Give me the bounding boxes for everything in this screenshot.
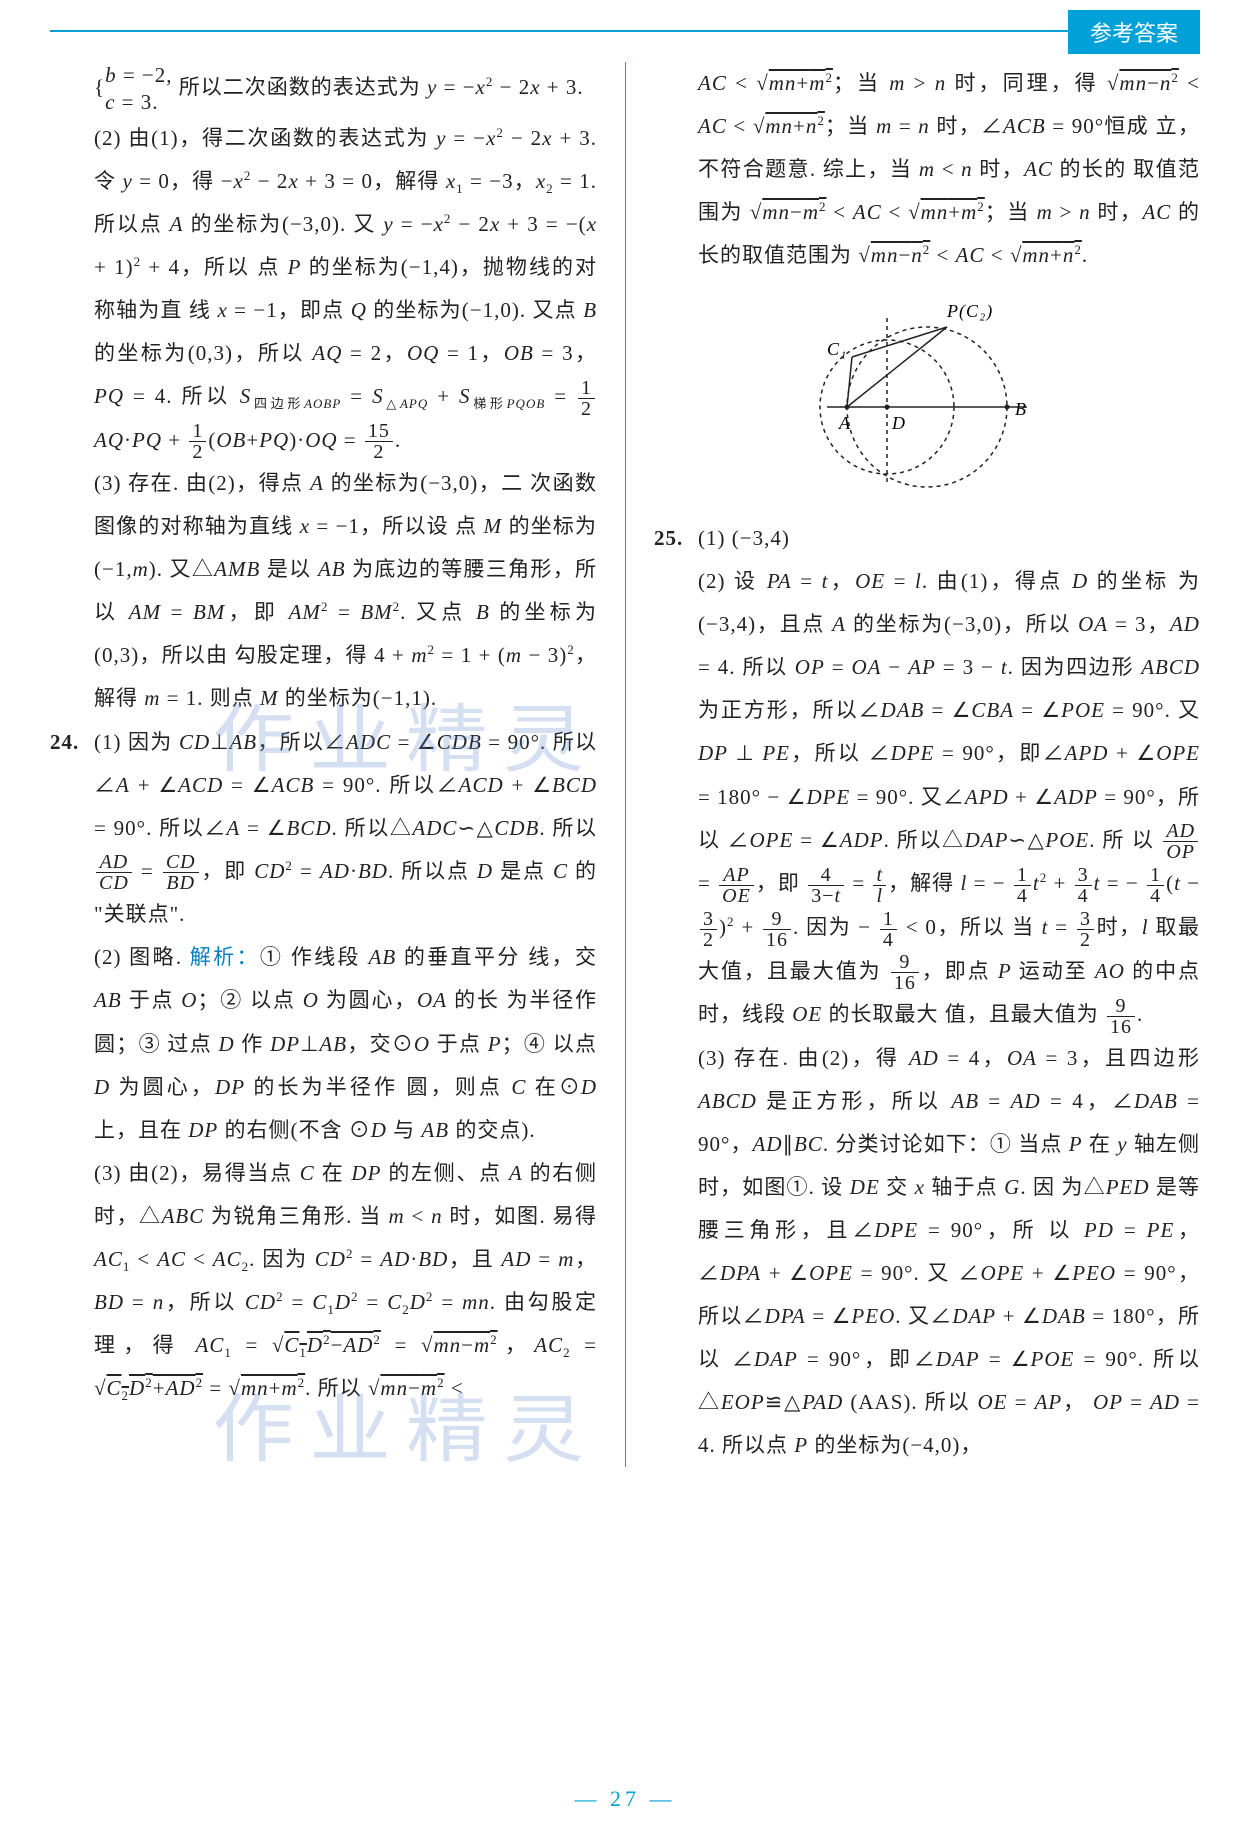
solution-text: (3) 由(2)，易得当点 C 在 DP 的左侧、点 A 的右侧时，△ABC 为… bbox=[50, 1152, 597, 1410]
svg-text:B: B bbox=[1015, 399, 1027, 419]
geometry-diagram: P(C₂) C₁ A D B bbox=[797, 287, 1057, 497]
hint-label: 解析： bbox=[190, 945, 260, 969]
solution-text: (3) 存在. 由(2)，得 AD = 4，OA = 3，且四边形 ABCD 是… bbox=[654, 1037, 1200, 1467]
svg-text:A: A bbox=[838, 413, 851, 433]
question-24: 24.(1) 因为 CD⊥AB，所以∠ADC = ∠CDB = 90°. 所以∠… bbox=[50, 721, 597, 937]
solution-text: AC < √mn+m2；当 m > n 时，同理，得 √mn−n2 < AC <… bbox=[654, 62, 1200, 277]
header-rule: 参考答案 bbox=[50, 30, 1200, 32]
question-number: 24. bbox=[50, 721, 94, 764]
right-column: AC < √mn+m2；当 m > n 时，同理，得 √mn−n2 < AC <… bbox=[625, 62, 1200, 1467]
svg-text:C₁: C₁ bbox=[827, 339, 847, 359]
left-column: {b = −2,c = 3. 所以二次函数的表达式为 y = −x2 − 2x … bbox=[50, 62, 625, 1467]
solution-text: (2) 设 PA = t，OE = l. 由(1)，得点 D 的坐标 为(−3,… bbox=[654, 560, 1200, 1037]
svg-text:D: D bbox=[891, 413, 906, 433]
content-columns: {b = −2,c = 3. 所以二次函数的表达式为 y = −x2 − 2x … bbox=[50, 62, 1200, 1467]
solution-text: (3) 存在. 由(2)，得点 A 的坐标为(−3,0)，二 次函数图像的对称轴… bbox=[50, 462, 597, 720]
question-number: 25. bbox=[654, 517, 698, 560]
svg-text:P(C₂): P(C₂) bbox=[946, 301, 993, 322]
solution-text: (2) 由(1)，得二次函数的表达式为 y = −x2 − 2x + 3. 令 … bbox=[50, 117, 597, 463]
header-badge: 参考答案 bbox=[1068, 10, 1200, 54]
solution-text: (2) 图略. 解析：① 作线段 AB 的垂直平分 线，交 AB 于点 O；② … bbox=[50, 936, 597, 1151]
answer-text: (1) (−3,4) bbox=[698, 526, 790, 550]
solution-text: {b = −2,c = 3. 所以二次函数的表达式为 y = −x2 − 2x … bbox=[50, 62, 597, 117]
question-25: 25.(1) (−3,4) bbox=[654, 517, 1200, 560]
page-number: — 27 — bbox=[0, 1786, 1250, 1812]
